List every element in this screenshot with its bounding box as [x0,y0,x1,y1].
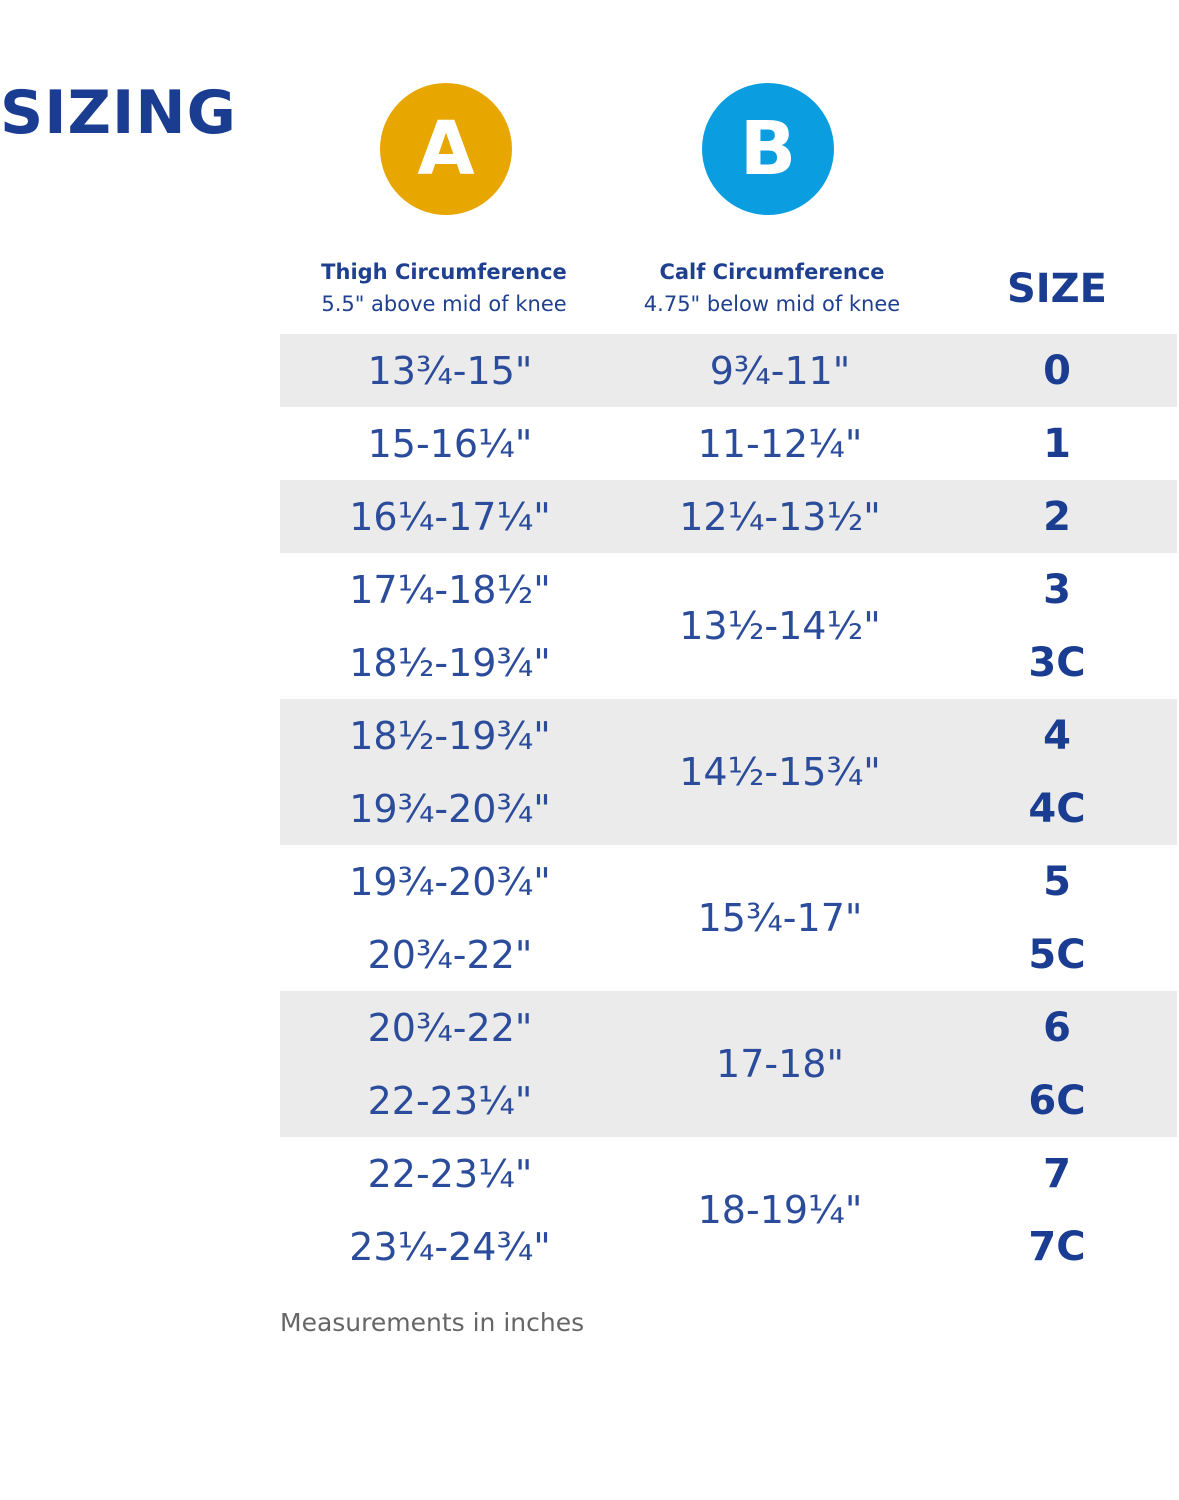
size-cell: 4C [1028,785,1086,832]
thigh-cell: 13¾-15" [367,348,533,393]
row-band [280,991,1177,1137]
column-note: 5.5" above mid of knee [321,292,567,316]
calf-cell: 9¾-11" [709,348,851,393]
calf-cell: 12¼-13½" [679,494,881,539]
size-cell: 7C [1028,1223,1086,1270]
thigh-cell: 19¾-20¾" [349,859,551,904]
calf-cell: 13½-14½" [679,604,881,648]
thigh-cell: 18½-19¾" [349,640,551,685]
thigh-cell: 16¼-17¼" [349,494,551,539]
badge: B [702,83,834,215]
column-header: Calf Circumference 4.75" below mid of kne… [592,260,952,316]
size-cell: 3 [1043,566,1071,613]
thigh-cell: 20¾-22" [367,932,533,977]
size-cell: 6C [1028,1077,1086,1124]
row-band [280,699,1177,845]
size-cell: 6 [1043,1004,1071,1051]
badge: A [380,83,512,215]
thigh-cell: 22-23¼" [367,1151,533,1196]
size-cell: 1 [1043,420,1071,467]
calf-cell: 15¾-17" [697,896,863,940]
calf-cell: 14½-15¾" [679,750,881,794]
size-cell: 7 [1043,1150,1071,1197]
size-cell: 5 [1043,858,1071,905]
thigh-cell: 19¾-20¾" [349,786,551,831]
size-cell: 2 [1043,493,1071,540]
column-label: Calf Circumference [659,260,885,284]
thigh-cell: 18½-19¾" [349,713,551,758]
size-cell: 4 [1043,712,1071,759]
calf-cell: 17-18" [716,1042,844,1086]
size-cell: 3C [1028,639,1086,686]
thigh-cell: 20¾-22" [367,1005,533,1050]
column-header: Thigh Circumference 5.5" above mid of kne… [264,260,624,316]
title: SIZING [0,78,237,148]
column-label: Thigh Circumference [321,260,567,284]
thigh-cell: 23¼-24¾" [349,1224,551,1269]
column-note: 4.75" below mid of knee [643,292,901,316]
thigh-cell: 17¼-18½" [349,567,551,612]
footnote: Measurements in inches [280,1308,585,1337]
thigh-cell: 15-16¼" [367,421,533,466]
calf-cell: 11-12¼" [697,421,863,466]
size-cell: 0 [1043,347,1071,394]
size-cell: 5C [1028,931,1086,978]
row-band [280,480,1177,553]
calf-cell: 18-19¼" [697,1188,863,1232]
column-label: SIZE [1006,266,1108,312]
thigh-cell: 22-23¼" [367,1078,533,1123]
row-band [280,334,1177,407]
